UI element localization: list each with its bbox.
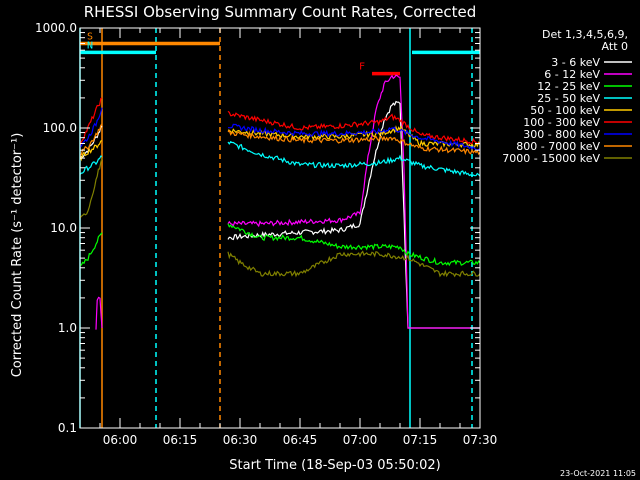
legend-label-0: 3 - 6 keV <box>551 56 600 69</box>
legend-label-7: 800 - 7000 keV <box>516 140 600 153</box>
y-tick-label-0: 0.1 <box>58 421 77 435</box>
legend-label-3: 25 - 50 keV <box>537 92 600 105</box>
x-tick-label-6: 07:30 <box>463 433 498 447</box>
legend-label-4: 50 - 100 keV <box>530 104 600 117</box>
series-7-segment-0 <box>79 123 103 156</box>
y-axis-label: Corrected Count Rate (s⁻¹ detector⁻¹) <box>10 133 25 378</box>
flag-label-F: F <box>359 62 365 73</box>
x-axis-ticks: 06:00 06:15 06:30 06:45 07:00 07:15 07:30 <box>79 28 498 447</box>
y-tick-label-4: 1000.0 <box>35 21 77 35</box>
x-tick-label-2: 06:30 <box>223 433 258 447</box>
legend-header-0: Det 1,3,4,5,6,9, <box>542 28 628 41</box>
series-4-segment-0 <box>79 139 103 162</box>
series-5-segment-0 <box>79 97 103 146</box>
chart-title: RHESSI Observing Summary Count Rates, Co… <box>84 3 477 21</box>
series-1-segment-0 <box>95 296 103 330</box>
series-6-segment-0 <box>79 107 103 148</box>
legend-label-5: 100 - 300 keV <box>523 116 600 129</box>
legend-label-6: 300 - 800 keV <box>523 128 600 141</box>
y-axis-ticks: 0.1 1.0 10.0 100.0 1000.0 <box>35 21 480 435</box>
series-8-segment-1 <box>227 250 481 278</box>
y-tick-label-2: 10.0 <box>50 221 77 235</box>
x-tick-label-5: 07:15 <box>403 433 438 447</box>
x-tick-label-3: 06:45 <box>283 433 318 447</box>
series-lines <box>79 74 481 330</box>
series-0-segment-0 <box>79 125 103 159</box>
flag-label-N: N <box>87 40 93 51</box>
footer-date: 23-Oct-2021 11:05 <box>560 469 636 478</box>
legend-header-1: Att 0 <box>602 40 628 53</box>
series-1-segment-1 <box>227 74 480 329</box>
legend-label-1: 6 - 12 keV <box>544 68 600 81</box>
x-tick-label-1: 06:15 <box>163 433 198 447</box>
x-tick-label-4: 07:00 <box>343 433 378 447</box>
flag-label-S: S <box>87 31 93 42</box>
series-2-segment-0 <box>79 232 103 267</box>
x-tick-label-0: 06:00 <box>103 433 138 447</box>
series-8-segment-0 <box>79 157 103 219</box>
series-7-segment-1 <box>227 129 481 156</box>
series-3-segment-1 <box>227 140 481 178</box>
legend-label-2: 12 - 25 keV <box>537 80 600 93</box>
series-3-segment-0 <box>79 155 103 175</box>
series-6-segment-1 <box>227 123 481 151</box>
y-tick-label-1: 1.0 <box>58 321 77 335</box>
y-tick-label-3: 100.0 <box>43 121 77 135</box>
series-4-segment-1 <box>227 124 481 149</box>
flag-bars: SN F <box>80 31 480 76</box>
series-5-segment-1 <box>227 110 481 145</box>
x-axis-label: Start Time (18-Sep-03 05:50:02) <box>229 458 440 473</box>
series-2-segment-1 <box>227 223 481 267</box>
legend-label-8: 7000 - 15000 keV <box>502 152 600 165</box>
